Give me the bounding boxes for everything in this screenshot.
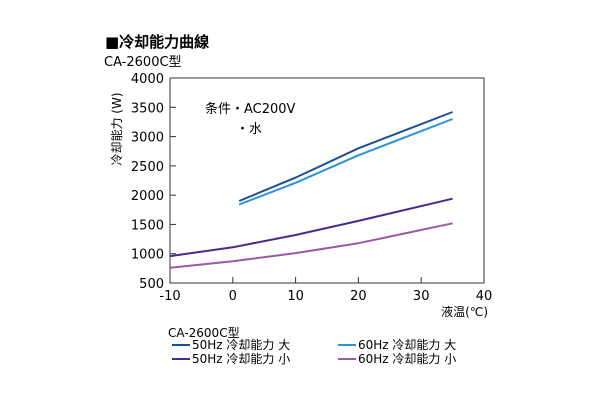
series-line-3: [169, 197, 453, 258]
series-line-1: [238, 111, 453, 202]
legend: 50Hz 冷却能力 大 60Hz 冷却能力 大 50Hz 冷却能力 小 60Hz 冷却…: [172, 338, 456, 366]
series-line-4: [169, 222, 453, 269]
legend-entry: 60Hz 冷却能力 大: [358, 338, 456, 352]
legend-title: CA-2600C型: [168, 326, 240, 340]
chart-subtitle: CA-2600C型: [104, 55, 182, 70]
y-axis-label: 冷却能力 (W): [110, 92, 124, 165]
condition-note-line2: ・水: [236, 122, 262, 137]
y-tick-label: 1500: [131, 218, 164, 233]
condition-note-line1: 条件・AC200V: [205, 101, 296, 117]
legend-entry: 50Hz 冷却能力 小: [192, 352, 290, 366]
x-tick-label: 0: [229, 289, 237, 304]
x-tick-label: -10: [159, 289, 180, 304]
chart-title: ■冷却能力曲線: [105, 33, 209, 51]
plot-area: [169, 77, 485, 284]
y-tick-label: 4000: [131, 72, 164, 87]
y-tick-label: 2500: [131, 160, 164, 175]
x-tick-label: 40: [476, 289, 493, 304]
y-tick-label: 3000: [131, 131, 164, 146]
legend-entry: 60Hz 冷却能力 小: [358, 352, 456, 366]
y-tick-label: 1000: [131, 248, 164, 263]
series-line-2: [238, 118, 453, 206]
y-tick-label: 2000: [131, 189, 164, 204]
x-tick-label: 20: [350, 289, 367, 304]
series-lines: [169, 111, 453, 269]
x-tick-label: 30: [413, 289, 430, 304]
x-tick-label: 10: [287, 289, 304, 304]
y-axis-ticks: 500 1000 1500 2000 2500 3000 3500 4000: [131, 72, 176, 292]
legend-entry: 50Hz 冷却能力 大: [192, 338, 290, 352]
x-axis-label: 液温(℃): [441, 304, 488, 319]
y-tick-label: 3500: [131, 101, 164, 116]
x-axis-ticks: -10 0 10 20 30 40: [159, 277, 492, 304]
y-tick-label: 500: [139, 277, 164, 292]
